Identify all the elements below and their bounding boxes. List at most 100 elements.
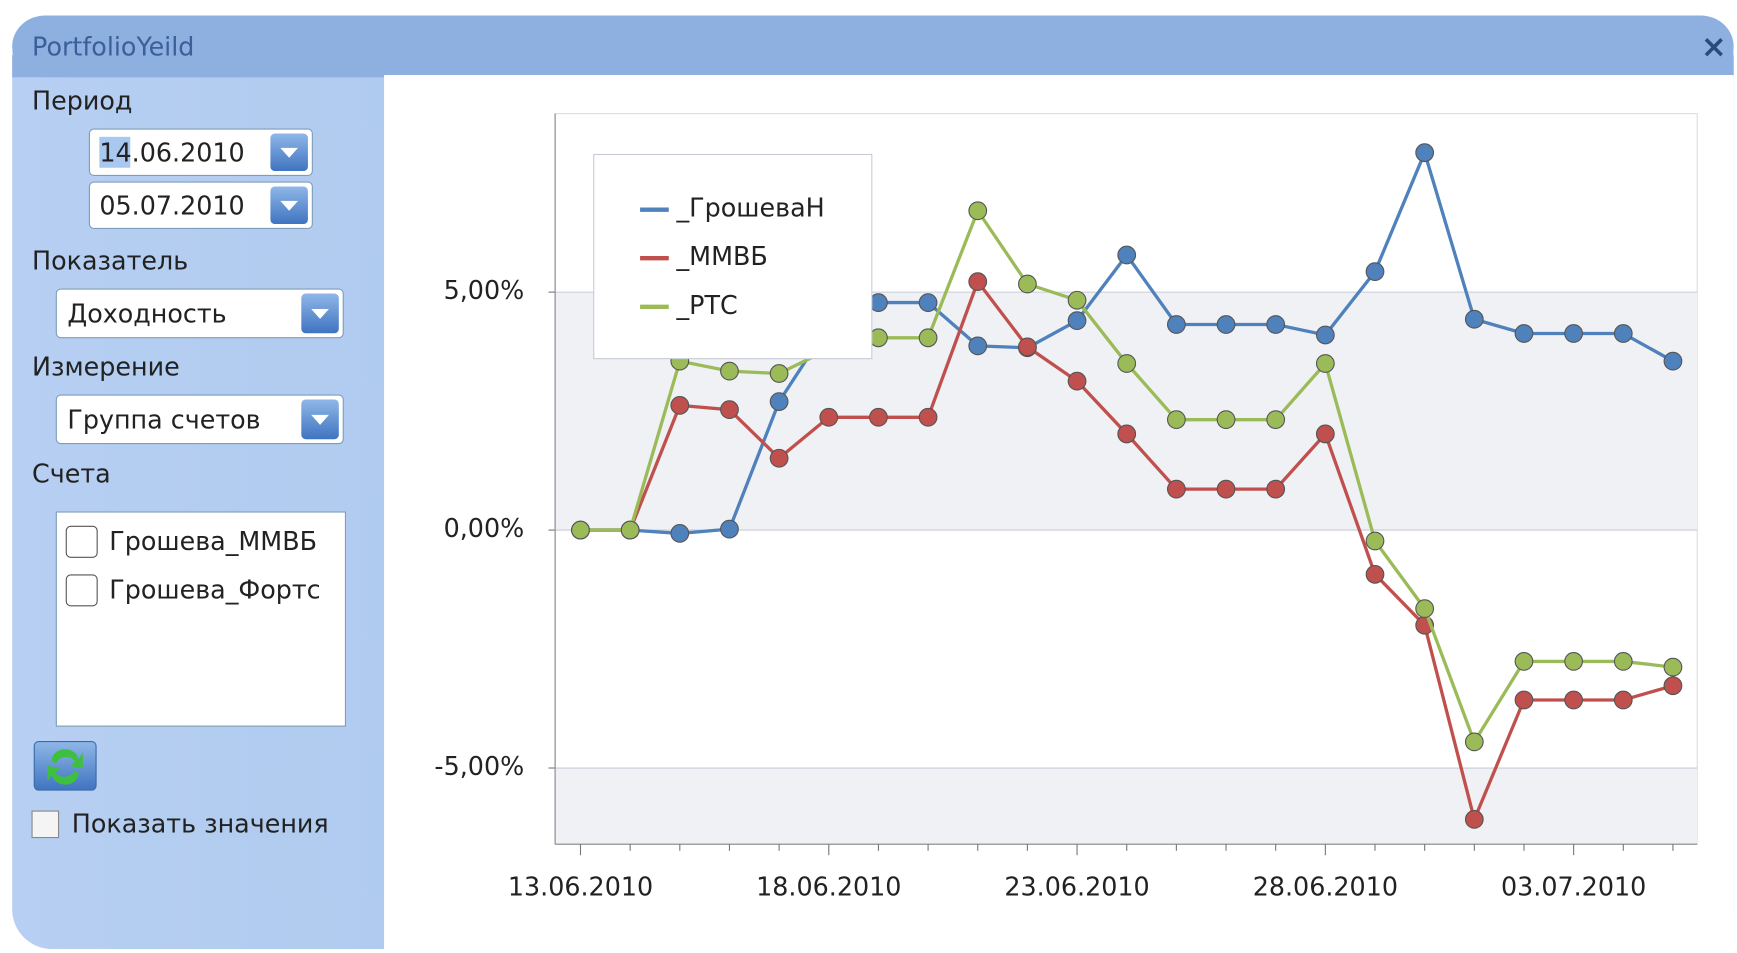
metric-text: Доходность [67, 299, 226, 329]
data-point [1415, 143, 1435, 163]
account-item: Грошева_Фортс [109, 574, 320, 604]
data-point [1514, 324, 1534, 343]
legend-label: _ММВБ [675, 241, 767, 271]
dropdown-arrow [280, 200, 298, 211]
data-point [1216, 410, 1236, 430]
title-bar-fill [12, 55, 1734, 78]
account-item: Грошева_ММВБ [109, 526, 317, 556]
data-point [1216, 315, 1236, 334]
data-point [918, 407, 938, 427]
data-point [1365, 262, 1385, 282]
data-point [1216, 479, 1236, 499]
data-point [1117, 245, 1137, 265]
data-point [1266, 315, 1286, 334]
data-point [1415, 599, 1435, 618]
dimension-label: Измерение [32, 352, 180, 382]
dimension-select[interactable] [55, 394, 344, 445]
data-point [1166, 479, 1186, 499]
data-point [968, 272, 988, 292]
period-label: Период [32, 86, 132, 116]
data-point [1266, 410, 1286, 430]
data-point [968, 201, 988, 221]
data-point [1464, 810, 1484, 829]
data-point [1663, 676, 1683, 696]
data-point [1067, 290, 1087, 310]
y-tick-label: -5,00% [434, 751, 524, 781]
data-point [571, 520, 590, 540]
x-tick-label: 28.06.2010 [1253, 871, 1398, 901]
grid-stripe [555, 768, 1698, 845]
legend-label: _ГрошеваН [675, 193, 824, 223]
data-point [1018, 274, 1037, 294]
x-tick-label: 23.06.2010 [1004, 871, 1149, 901]
date-to-text: 05.07.2010 [99, 190, 244, 220]
x-tick-label: 13.06.2010 [508, 871, 653, 901]
data-point [1166, 315, 1186, 334]
checkbox[interactable] [31, 810, 60, 839]
data-point [1266, 479, 1286, 499]
data-point [1613, 652, 1633, 671]
date-from-text: 14.06.2010 [99, 137, 244, 167]
data-point [1663, 657, 1683, 677]
data-point [1315, 424, 1335, 444]
data-point [769, 392, 789, 411]
data-point [1564, 652, 1584, 671]
data-point [769, 448, 789, 468]
show-values-label: Показать значения [72, 808, 329, 838]
date-to[interactable] [88, 181, 313, 229]
data-point [1117, 424, 1137, 444]
data-point [918, 328, 938, 348]
dimension-text: Группа счетов [67, 405, 260, 435]
data-point [918, 293, 938, 312]
data-point [720, 361, 739, 381]
data-point [869, 407, 888, 427]
data-point [1514, 652, 1534, 671]
data-point [1067, 311, 1087, 331]
data-point [1365, 564, 1385, 584]
data-point [720, 519, 739, 539]
x-tick-label: 03.07.2010 [1501, 871, 1646, 901]
y-tick-label: 5,00% [444, 275, 525, 305]
dropdown-arrow [311, 414, 329, 425]
data-point [1018, 337, 1037, 357]
accounts-list [55, 511, 346, 727]
checkbox[interactable] [65, 525, 98, 558]
close-button[interactable]: × [1701, 29, 1727, 65]
data-point [769, 364, 789, 383]
data-point [720, 400, 739, 420]
dropdown-arrow [311, 308, 329, 319]
selection [99, 136, 131, 168]
window-title: PortfolioYeild [32, 32, 194, 62]
data-point [1464, 732, 1484, 752]
checkbox[interactable] [65, 574, 98, 607]
data-point [620, 520, 640, 540]
refresh-icon [47, 749, 83, 785]
data-point [968, 336, 988, 356]
data-point [1315, 325, 1335, 345]
data-point [1117, 354, 1137, 373]
data-point [1315, 354, 1335, 373]
data-point [1514, 690, 1534, 710]
metric-select[interactable] [55, 288, 344, 339]
data-point [1166, 410, 1186, 430]
data-point [1613, 324, 1633, 343]
data-point [1663, 351, 1683, 371]
y-tick-label: 0,00% [444, 513, 525, 543]
data-point [1564, 690, 1584, 710]
x-tick-label: 18.06.2010 [756, 871, 901, 901]
data-point [670, 396, 690, 415]
legend-label: _РТС [675, 290, 737, 320]
data-point [1613, 690, 1633, 710]
dropdown-arrow [280, 147, 298, 158]
data-point [1564, 324, 1584, 343]
metric-label: Показатель [32, 246, 188, 276]
date-from[interactable] [88, 128, 313, 177]
data-point [819, 407, 839, 427]
data-point [670, 524, 690, 543]
accounts-label: Счета [32, 459, 111, 489]
data-point [1464, 309, 1484, 329]
data-point [1365, 531, 1385, 551]
data-point [1067, 371, 1087, 391]
chart: -5,00% 0,00% 5,00% 13.06.2010 18.06.2010 23.0… [434, 113, 1698, 901]
